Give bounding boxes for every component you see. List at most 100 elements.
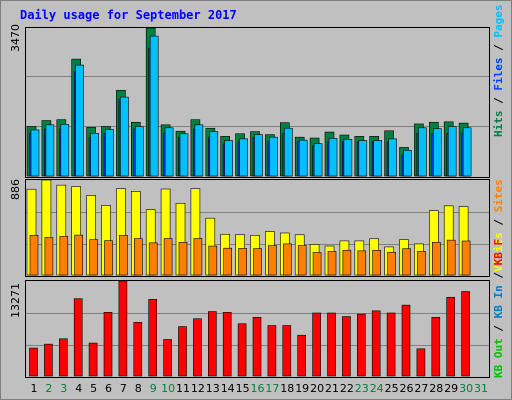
pages-bar: [179, 133, 189, 177]
kbf-bar: [416, 348, 426, 377]
sites-bar: [282, 243, 292, 276]
x-tick-label: 17: [265, 382, 279, 395]
pages-bar: [164, 127, 174, 177]
x-tick-label: 16: [251, 382, 265, 395]
x-tick-label: 14: [221, 382, 235, 395]
pages-bar: [105, 129, 114, 177]
sites-bar: [312, 252, 322, 276]
kbf-bar: [178, 326, 187, 377]
x-tick-label: 11: [176, 382, 190, 395]
chart-title: Daily usage for September 2017: [20, 8, 237, 22]
pages-bar: [209, 131, 219, 177]
legend-entry: /: [492, 318, 505, 338]
kbf-bar: [193, 318, 202, 377]
sites-bar: [134, 238, 143, 276]
kbf-bar: [237, 323, 247, 377]
kbf-bar: [282, 325, 292, 377]
kbf-bar: [356, 313, 366, 377]
pages-bar: [343, 139, 353, 177]
x-tick-label: 20: [310, 382, 324, 395]
pages-bar: [45, 124, 55, 177]
x-tick-label: 27: [414, 382, 428, 395]
sites-bar: [342, 250, 352, 276]
kbf-bar: [73, 298, 83, 377]
sites-bar: [372, 250, 382, 276]
pages-bar: [313, 143, 323, 177]
kbf-bar: [371, 310, 381, 377]
x-tick-label: 3: [60, 382, 67, 395]
pages-bar: [254, 134, 263, 177]
kbf-bar: [267, 325, 277, 377]
x-tick-label: 4: [75, 382, 82, 395]
visits-ymax-label: 886: [9, 179, 22, 200]
bars-layer: [26, 27, 472, 377]
sites-bar: [357, 250, 367, 276]
pages-bar: [30, 129, 40, 177]
sites-bar: [89, 239, 98, 276]
kbf-bar: [29, 347, 38, 377]
sites-bar: [387, 251, 396, 276]
sites-bar: [297, 245, 307, 276]
legend-kbytes: KB Out / KB In / KB F: [492, 239, 505, 378]
kbf-bar: [297, 334, 307, 377]
pages-bar: [239, 138, 248, 177]
pages-bar: [447, 126, 457, 177]
sites-bar: [104, 240, 113, 276]
pages-bar: [60, 124, 70, 177]
x-tick-label: 23: [355, 382, 369, 395]
pages-bar: [403, 150, 412, 177]
pages-bar: [135, 126, 144, 177]
kbf-bar: [118, 280, 128, 377]
x-tick-label: 18: [280, 382, 294, 395]
legend-entry: KB Out: [492, 338, 505, 378]
pages-bar: [120, 96, 129, 177]
legend-entry: KB In: [492, 285, 505, 318]
x-tick-label: 5: [90, 382, 97, 395]
x-tick-label: 30: [459, 382, 473, 395]
x-tick-label: 8: [135, 382, 142, 395]
kbf-bar: [252, 317, 262, 377]
x-tick-label: 22: [340, 382, 354, 395]
pages-bar: [90, 133, 99, 177]
x-tick-label: 19: [295, 382, 309, 395]
kbf-bar: [103, 311, 113, 377]
x-tick-label: 13: [206, 382, 220, 395]
kbf-bar: [386, 312, 396, 377]
kbf-bar: [163, 339, 172, 377]
x-tick-label: 10: [161, 382, 175, 395]
pages-bar: [283, 127, 293, 177]
pages-bar: [194, 124, 204, 177]
kbf-bar: [88, 342, 98, 377]
pages-bar: [418, 127, 427, 177]
x-tick-label: 26: [400, 382, 414, 395]
sites-bar: [417, 251, 426, 276]
kbf-bar: [342, 316, 351, 377]
x-tick-label: 24: [370, 382, 384, 395]
hits-ymax-label: 3470: [9, 24, 22, 52]
pages-bar: [149, 35, 159, 177]
legend-entry: Visits: [492, 232, 505, 272]
x-tick-label: 29: [444, 382, 458, 395]
x-tick-label: 12: [191, 382, 205, 395]
sites-bar: [44, 237, 54, 276]
legend-visits-sites: Visits / Sites: [492, 179, 505, 272]
x-tick-label: 25: [385, 382, 399, 395]
legend-entry: Hits: [492, 111, 505, 138]
kbf-bar: [44, 343, 53, 377]
pages-bar: [269, 136, 278, 177]
x-tick-label: 15: [236, 382, 250, 395]
sites-bar: [163, 238, 173, 276]
kbf-bar: [133, 322, 143, 377]
legend-entry: Sites: [492, 179, 505, 212]
x-tick-label: 7: [120, 382, 127, 395]
legend-entry: /: [492, 91, 505, 111]
sites-bar: [74, 234, 83, 276]
sites-bar: [402, 248, 411, 276]
pages-bar: [298, 139, 308, 177]
x-tick-label: 28: [429, 382, 443, 395]
x-axis-labels: 1 2 3 4 5 6 7 8 9 10 11 12 13 14 15 16 17 18 19 20 21 22 23 24 2…: [31, 382, 489, 395]
legend-entry: /: [492, 38, 505, 58]
kbf-bar: [312, 312, 321, 377]
